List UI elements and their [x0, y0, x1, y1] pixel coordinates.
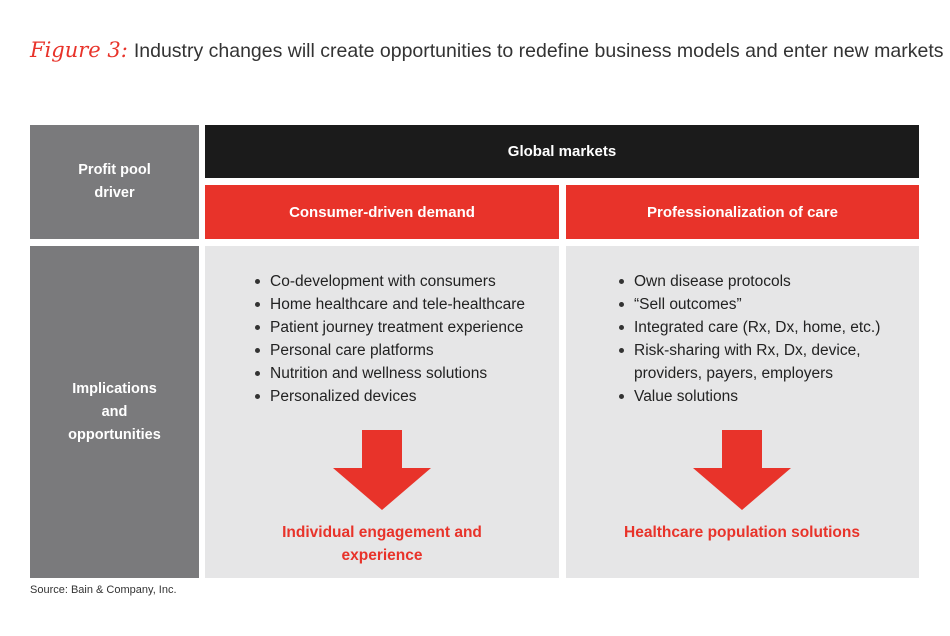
column-header-consumer: Consumer-driven demand — [205, 185, 559, 239]
implications-text: Implications and opportunities — [68, 380, 161, 443]
list-item: Patient journey treatment experience — [253, 316, 553, 339]
list-item: Personalized devices — [253, 385, 553, 408]
list-item: Nutrition and wellness solutions — [253, 362, 553, 385]
figure-title: Figure 3: Industry changes will create op… — [30, 38, 944, 63]
professionalization-panel — [566, 246, 919, 578]
list-item: Risk-sharing with Rx, Dx, device, provid… — [617, 339, 879, 385]
figure-title-text: Industry changes will create opportuniti… — [133, 40, 944, 62]
profit-pool-driver-label: Profit pool driver — [30, 125, 199, 239]
down-arrow-icon — [333, 430, 431, 510]
consumer-outcome: Individual engagement and experience — [282, 524, 482, 564]
professionalization-bullet-list: Own disease protocols “Sell outcomes” In… — [617, 270, 907, 408]
list-item: Home healthcare and tele-healthcare — [253, 293, 553, 316]
professionalization-outcome: Healthcare population solutions — [624, 524, 860, 541]
profit-pool-driver-text: Profit pool driver — [78, 162, 151, 201]
list-item: Personal care platforms — [253, 339, 553, 362]
column-header-consumer-text: Consumer-driven demand — [289, 203, 475, 221]
global-markets-text: Global markets — [507, 143, 617, 160]
list-item: Value solutions — [617, 385, 907, 408]
implications-label: Implications and opportunities — [30, 246, 199, 578]
source-note: Source: Bain & Company, Inc. — [30, 584, 177, 596]
list-item: Integrated care (Rx, Dx, home, etc.) — [617, 316, 907, 339]
consumer-bullet-list: Co-development with consumers Home healt… — [253, 270, 553, 408]
down-arrow-icon — [693, 430, 791, 510]
global-markets-header: Global markets — [205, 125, 919, 178]
list-item: “Sell outcomes” — [617, 293, 907, 316]
column-header-professionalization-text: Professionalization of care — [647, 203, 838, 221]
list-item: Co-development with consumers — [253, 270, 553, 293]
figure-label: Figure 3: — [30, 38, 128, 62]
column-header-professionalization: Professionalization of care — [566, 185, 919, 239]
list-item: Own disease protocols — [617, 270, 907, 293]
consumer-panel — [205, 246, 559, 578]
